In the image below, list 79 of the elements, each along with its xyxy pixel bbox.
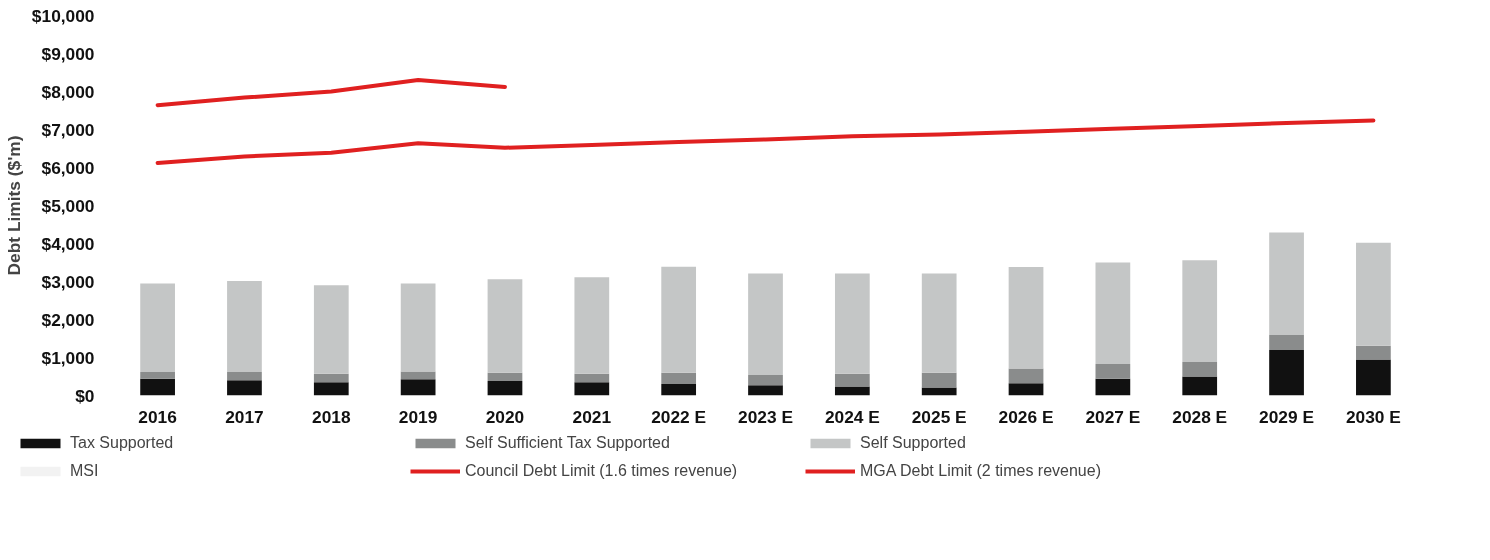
bar [1356,242,1391,346]
legend-label: Self Sufficient Tax Supported [465,434,671,452]
legend-label: Tax Supported [70,434,175,452]
bar [1269,335,1304,350]
bar [1008,383,1044,396]
bar [1182,260,1218,363]
bar [661,372,697,385]
bar [313,382,349,396]
bar [921,273,957,373]
y-tick-label: $3,000 [41,271,95,292]
x-tick-label: 2027 E [1085,406,1141,427]
bar [400,283,436,372]
bar [1182,376,1218,396]
bar [1269,349,1304,396]
x-tick-label: 2018 [312,406,351,427]
bar [227,371,262,381]
bar [921,372,957,388]
bar [1356,345,1391,360]
bar [574,373,610,383]
bar [574,277,610,374]
x-tick-label: 2016 [138,406,178,427]
bar [227,380,262,396]
bar [834,373,870,387]
bar [487,381,523,396]
legend-label: MGA Debt Limit (2 times revenue) [860,462,1102,480]
y-tick-label: $10,000 [31,5,95,26]
bar [834,386,870,396]
bar [140,378,175,396]
bar [1095,378,1131,396]
bar [400,379,436,396]
bar [834,273,870,374]
bar [487,372,523,382]
legend-label: Self Supported [860,434,967,452]
x-tick-label: 2030 E [1345,406,1401,427]
bar [400,371,436,380]
y-tick-label: $7,000 [41,119,95,140]
bar [1356,359,1391,396]
y-axis-title: Debt Limits ($'m) [3,135,24,276]
y-tick-label: $4,000 [41,233,95,254]
bar [661,266,697,373]
bar [748,374,783,386]
x-tick-label: 2024 E [824,406,880,427]
bar [313,373,349,383]
y-tick-label: $6,000 [41,157,95,178]
x-tick-label: 2019 [398,406,438,427]
bar [574,382,610,396]
line-series [155,118,1376,165]
x-tick-label: 2028 E [1172,406,1228,427]
legend-label: MSI [70,462,100,480]
bar [487,279,523,373]
x-tick-label: 2022 E [651,406,707,427]
bar [1008,368,1044,384]
bar [661,384,697,396]
bar [748,385,783,396]
x-tick-label: 2025 E [911,406,967,427]
x-tick-label: 2026 E [998,406,1054,427]
x-tick-label: 2021 [572,406,612,427]
y-tick-label: $9,000 [41,43,95,64]
y-tick-label: $8,000 [41,81,95,102]
bar [1182,362,1218,377]
bar [313,285,349,374]
y-tick-label: $5,000 [41,195,95,216]
x-tick-label: 2020 [485,406,525,427]
bar [140,283,175,372]
bar [1269,232,1304,336]
bar [748,273,783,375]
x-tick-label: 2017 [225,406,264,427]
bar [1095,363,1131,379]
legend-label: Council Debt Limit (1.6 times revenue) [465,462,739,480]
x-tick-label: 2023 E [738,406,793,427]
bar [227,281,262,372]
y-tick-label: $0 [75,385,95,406]
bar [140,371,175,379]
bar [1095,262,1131,364]
y-tick-label: $1,000 [41,347,95,368]
line-series [155,78,507,108]
bar [1008,267,1044,369]
x-tick-label: 2029 E [1259,406,1315,427]
y-tick-label: $2,000 [41,309,95,330]
